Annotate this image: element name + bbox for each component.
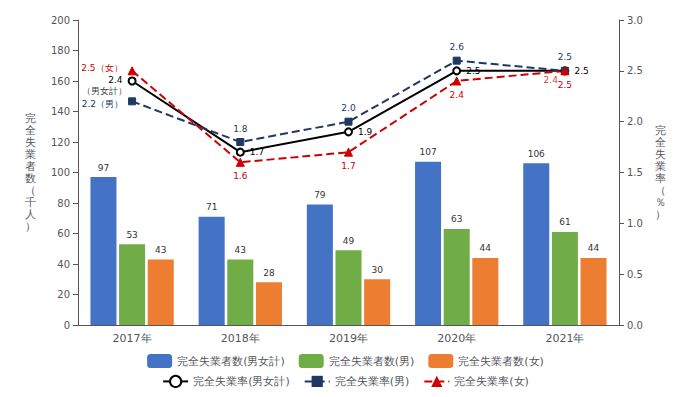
svg-text:63: 63 <box>451 214 462 224</box>
svg-text:率: 率 <box>655 172 666 185</box>
svg-text:1.7: 1.7 <box>250 147 264 157</box>
svg-text:2018年: 2018年 <box>221 332 260 345</box>
svg-text:1.9: 1.9 <box>358 127 373 137</box>
svg-text:0.0: 0.0 <box>627 320 643 331</box>
svg-text:2.5: 2.5 <box>466 66 480 76</box>
svg-text:人: 人 <box>25 208 36 221</box>
svg-text:0.5: 0.5 <box>627 269 643 280</box>
svg-text:2.0: 2.0 <box>341 103 356 113</box>
svg-text:28: 28 <box>263 268 275 278</box>
svg-text:）: ） <box>25 220 36 233</box>
svg-text:2.2（男）: 2.2（男） <box>82 99 123 109</box>
svg-text:43: 43 <box>235 245 246 255</box>
svg-text:1.7: 1.7 <box>341 161 355 171</box>
svg-text:2.6: 2.6 <box>450 42 465 52</box>
svg-text:1.6: 1.6 <box>233 171 248 181</box>
svg-text:2.5（女）: 2.5（女） <box>81 63 122 73</box>
svg-text:107: 107 <box>419 147 436 157</box>
svg-text:2.4: 2.4 <box>108 75 123 85</box>
svg-text:2.4: 2.4 <box>450 90 465 100</box>
svg-text:2.0: 2.0 <box>627 116 643 127</box>
svg-text:完全失業者数(男): 完全失業者数(男) <box>329 355 415 368</box>
svg-text:完全失業率(男女計): 完全失業率(男女計) <box>193 375 290 388</box>
svg-text:2.5: 2.5 <box>558 80 572 90</box>
svg-text:完全失業率(男): 完全失業率(男) <box>335 375 410 388</box>
svg-text:44: 44 <box>480 243 492 253</box>
svg-text:30: 30 <box>371 265 383 275</box>
svg-text:1.8: 1.8 <box>233 124 248 134</box>
svg-text:160: 160 <box>51 76 70 87</box>
svg-text:2.5: 2.5 <box>627 65 643 76</box>
svg-text:53: 53 <box>126 230 137 240</box>
svg-text:180: 180 <box>51 45 70 56</box>
svg-text:1.5: 1.5 <box>627 167 643 178</box>
svg-text:71: 71 <box>206 202 217 212</box>
svg-text:43: 43 <box>155 245 166 255</box>
svg-text:完全失業者数(男女計): 完全失業者数(男女計) <box>177 355 285 368</box>
svg-text:2017年: 2017年 <box>113 332 152 345</box>
svg-text:2020年: 2020年 <box>437 332 476 345</box>
svg-text:60: 60 <box>57 228 70 239</box>
svg-text:全: 全 <box>25 124 36 137</box>
svg-text:61: 61 <box>559 217 570 227</box>
svg-text:完: 完 <box>25 112 36 125</box>
svg-text:1.0: 1.0 <box>627 218 643 229</box>
svg-text:120: 120 <box>51 137 70 148</box>
svg-text:業: 業 <box>25 148 36 161</box>
svg-text:40: 40 <box>57 259 70 270</box>
svg-text:2021年: 2021年 <box>545 332 584 345</box>
svg-text:3.0: 3.0 <box>627 15 643 26</box>
svg-text:200: 200 <box>51 15 70 26</box>
svg-text:業: 業 <box>655 160 666 173</box>
svg-text:2.4: 2.4 <box>544 75 559 85</box>
svg-text:0: 0 <box>64 320 70 331</box>
svg-text:完全失業率(女): 完全失業率(女) <box>454 375 529 388</box>
svg-text:106: 106 <box>528 149 545 159</box>
svg-text:2.5: 2.5 <box>574 66 588 76</box>
svg-text:49: 49 <box>343 236 355 246</box>
svg-text:2019年: 2019年 <box>329 332 368 345</box>
svg-text:80: 80 <box>57 198 70 209</box>
svg-text:失: 失 <box>25 136 36 149</box>
svg-text:数: 数 <box>25 172 36 185</box>
svg-text:100: 100 <box>51 167 70 178</box>
svg-text:完全失業者数(女): 完全失業者数(女) <box>458 355 544 368</box>
svg-text:44: 44 <box>588 243 600 253</box>
svg-text:（男女計）: （男女計） <box>82 86 127 96</box>
svg-text:全: 全 <box>655 136 666 149</box>
svg-text:2.5: 2.5 <box>558 52 572 62</box>
svg-text:97: 97 <box>98 163 109 173</box>
svg-text:者: 者 <box>25 160 36 173</box>
svg-text:千: 千 <box>25 196 36 209</box>
svg-text:20: 20 <box>57 289 70 300</box>
svg-text:）: ） <box>655 208 666 221</box>
svg-text:完: 完 <box>655 124 666 137</box>
svg-text:失: 失 <box>655 148 666 161</box>
svg-text:79: 79 <box>314 190 326 200</box>
svg-text:140: 140 <box>51 106 70 117</box>
